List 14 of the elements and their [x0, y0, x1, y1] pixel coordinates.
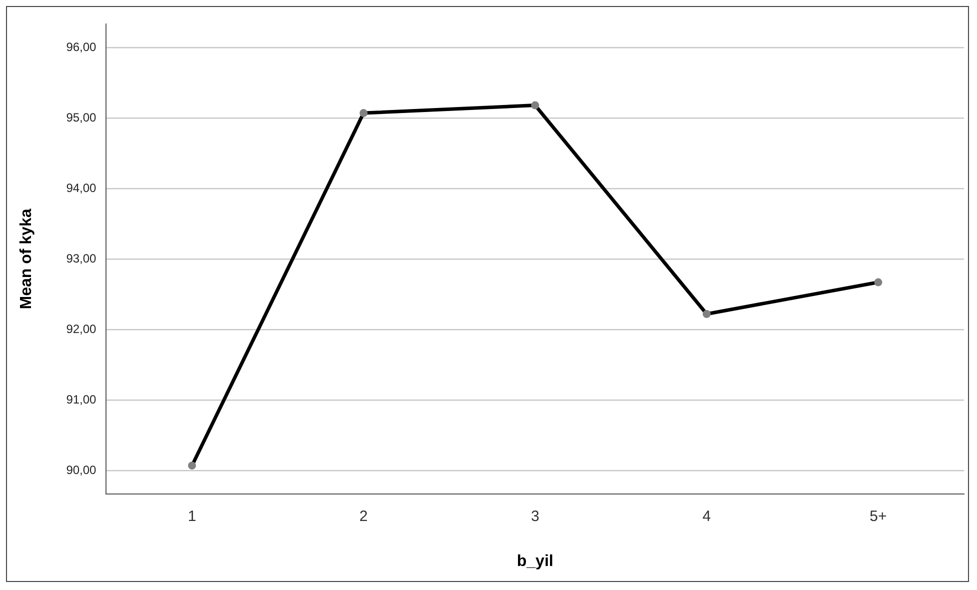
y-tick-label: 92,00 [66, 322, 97, 336]
y-tick-label: 90,00 [66, 462, 97, 477]
y-tick-label: 94,00 [66, 180, 97, 195]
y-tick-label: 95,00 [66, 110, 97, 124]
y-axis-title: Mean of kyka [18, 208, 36, 310]
x-tick-label: 4 [702, 508, 711, 525]
x-tick-label: 2 [359, 508, 368, 525]
x-tick-label: 3 [530, 508, 540, 525]
x-tick-label: 1 [188, 508, 196, 525]
x-tick-label: 5+ [870, 508, 888, 525]
y-tick-label: 93,00 [66, 251, 97, 266]
y-tick-label: 96,00 [66, 40, 97, 54]
x-axis-title: b_yil [516, 552, 554, 570]
y-tick-label: 91,00 [66, 392, 97, 406]
